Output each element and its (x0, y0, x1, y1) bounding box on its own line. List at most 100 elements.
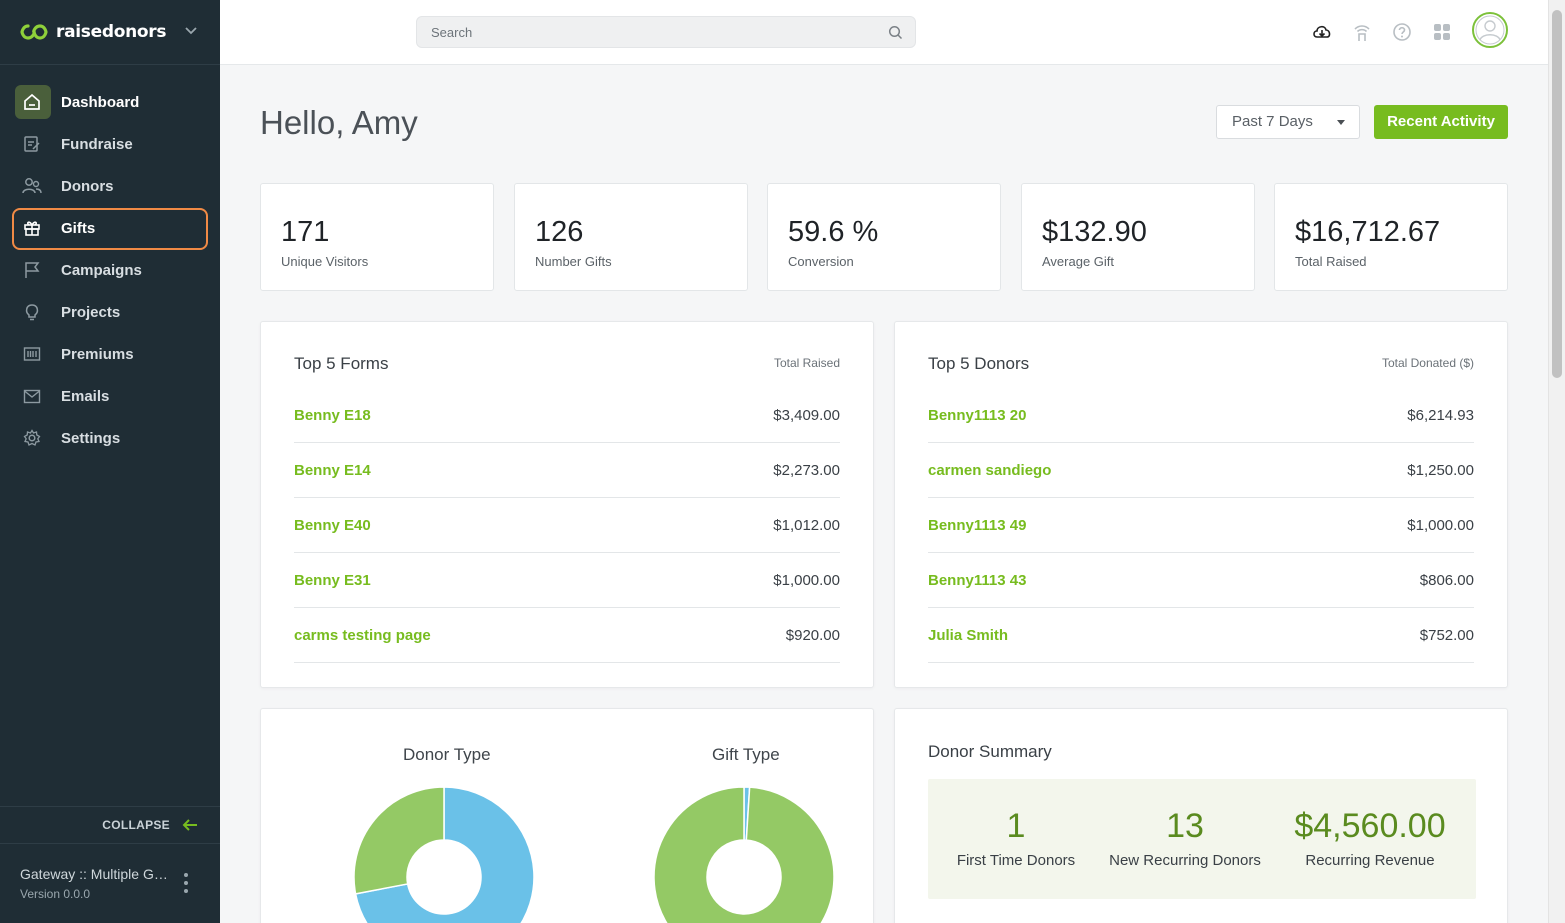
help-icon[interactable] (1392, 22, 1412, 42)
card-title: Donor Summary (928, 742, 1052, 761)
search-icon[interactable] (888, 25, 903, 40)
summary-label: First Time Donors (956, 852, 1076, 869)
active-indicator (15, 85, 51, 119)
sidebar-item-premiums[interactable]: Premiums (0, 333, 220, 375)
sidebar-item-campaigns[interactable]: Campaigns (0, 249, 220, 291)
sidebar-item-label: Campaigns (61, 261, 142, 279)
list-item: Benny1113 43 $806.00 (928, 553, 1474, 608)
more-options-icon[interactable] (182, 872, 190, 894)
amount: $806.00 (1419, 571, 1474, 589)
donor-link[interactable]: Julia Smith (928, 626, 1009, 644)
home-icon (22, 93, 42, 111)
summary-value: $4,560.00 (1294, 807, 1446, 845)
list-item: Benny E40 $1,012.00 (294, 498, 840, 553)
sidebar-item-settings[interactable]: Settings (0, 417, 220, 459)
avatar[interactable] (1472, 12, 1508, 48)
sidebar: raisedonors Dashboard Fundraise Donors G… (0, 0, 220, 923)
barcode-icon (22, 345, 42, 363)
charts-card: Donor Type Gift Type (260, 708, 874, 923)
users-icon (22, 177, 42, 195)
top-donors-card: Top 5 Donors Total Donated ($) Benny1113… (894, 321, 1508, 688)
recent-activity-button[interactable]: Recent Activity (1374, 105, 1508, 139)
period-value: Past 7 Days (1232, 113, 1313, 130)
sidebar-item-label: Fundraise (61, 135, 133, 153)
sidebar-item-label: Premiums (61, 345, 134, 363)
user-avatar-icon (1475, 15, 1505, 45)
caret-down-icon (1337, 120, 1345, 125)
stat-value: $132.90 (1042, 216, 1147, 248)
stat-label: Conversion (788, 254, 854, 269)
scrollbar-thumb[interactable] (1552, 10, 1562, 378)
stat-card: 171 Unique Visitors (260, 183, 494, 291)
sidebar-item-emails[interactable]: Emails (0, 375, 220, 417)
summary-item: $4,560.00 Recurring Revenue (1280, 807, 1460, 869)
edit-icon (22, 135, 42, 153)
summary-value: 1 (1006, 807, 1026, 845)
brand[interactable]: raisedonors (0, 0, 220, 65)
cloud-download-icon[interactable] (1312, 22, 1332, 42)
gift-type-chart[interactable] (653, 786, 835, 923)
collapse-button[interactable]: COLLAPSE (0, 806, 220, 844)
list-item: Benny1113 49 $1,000.00 (928, 498, 1474, 553)
list-item: Benny E14 $2,273.00 (294, 443, 840, 498)
stat-label: Unique Visitors (281, 254, 369, 269)
pie-slice[interactable] (653, 786, 835, 923)
column-header: Total Donated ($) (1381, 356, 1474, 370)
stat-label: Total Raised (1295, 254, 1367, 269)
pie-slice[interactable] (353, 786, 445, 895)
summary-box: 1 First Time Donors 13 New Recurring Don… (928, 779, 1476, 899)
gift-icon (22, 219, 42, 237)
focus-outline (12, 208, 208, 250)
search-input[interactable] (417, 17, 915, 47)
sidebar-item-gifts[interactable]: Gifts (0, 207, 220, 250)
stat-card: 59.6 % Conversion (767, 183, 1001, 291)
summary-item: 1 First Time Donors (942, 807, 1090, 869)
sidebar-item-fundraise[interactable]: Fundraise (0, 123, 220, 165)
broadcast-icon[interactable] (1352, 22, 1372, 42)
sidebar-item-label: Gifts (61, 219, 96, 237)
gift-type-title: Gift Type (712, 745, 780, 764)
collapse-label: COLLAPSE (102, 818, 170, 832)
card-title: Top 5 Forms (294, 354, 389, 373)
scrollbar[interactable] (1548, 0, 1565, 923)
pie-slice[interactable] (354, 786, 535, 923)
donor-link[interactable]: Benny1113 49 (928, 516, 1027, 534)
donor-type-title: Donor Type (403, 745, 491, 764)
donor-summary-card: Donor Summary 1 First Time Donors 13 New… (894, 708, 1508, 923)
stat-value: 126 (535, 216, 584, 248)
sidebar-item-projects[interactable]: Projects (0, 291, 220, 333)
form-link[interactable]: Benny E31 (294, 571, 371, 589)
sidebar-nav: Dashboard Fundraise Donors Gifts Campaig… (0, 65, 220, 459)
chevron-down-icon[interactable] (184, 26, 198, 36)
form-link[interactable]: Benny E40 (294, 516, 371, 534)
list-item: Benny1113 20 $6,214.93 (928, 388, 1474, 443)
form-link[interactable]: carms testing page (294, 626, 431, 644)
apps-grid-icon[interactable] (1432, 22, 1452, 42)
form-link[interactable]: Benny E14 (294, 461, 371, 479)
donor-link[interactable]: carmen sandiego (928, 461, 1052, 479)
column-header: Total Raised (773, 356, 840, 370)
summary-value: 13 (1166, 807, 1204, 845)
amount: $3,409.00 (773, 406, 840, 424)
donor-type-chart[interactable] (353, 786, 535, 923)
stat-value: $16,712.67 (1295, 216, 1441, 248)
list-item: Benny E18 $3,409.00 (294, 388, 840, 443)
summary-item: 13 New Recurring Donors (1100, 807, 1270, 869)
arrow-left-icon (182, 819, 197, 831)
sidebar-item-label: Projects (61, 303, 121, 321)
donor-link[interactable]: Benny1113 20 (928, 406, 1027, 424)
stat-value: 59.6 % (788, 216, 879, 248)
stat-card: 126 Number Gifts (514, 183, 748, 291)
stat-label: Average Gift (1042, 254, 1115, 269)
sidebar-item-dashboard[interactable]: Dashboard (0, 81, 220, 123)
period-select[interactable]: Past 7 Days (1216, 105, 1360, 139)
summary-label: Recurring Revenue (1305, 852, 1435, 869)
sidebar-item-label: Donors (61, 177, 114, 195)
top-donors-list: Benny1113 20 $6,214.93 carmen sandiego $1,… (928, 388, 1474, 663)
amount: $1,000.00 (1407, 516, 1474, 534)
stat-label: Number Gifts (535, 254, 612, 269)
list-item: carms testing page $920.00 (294, 608, 840, 663)
donor-link[interactable]: Benny1113 43 (928, 571, 1027, 589)
form-link[interactable]: Benny E18 (294, 406, 371, 424)
sidebar-item-donors[interactable]: Donors (0, 165, 220, 207)
